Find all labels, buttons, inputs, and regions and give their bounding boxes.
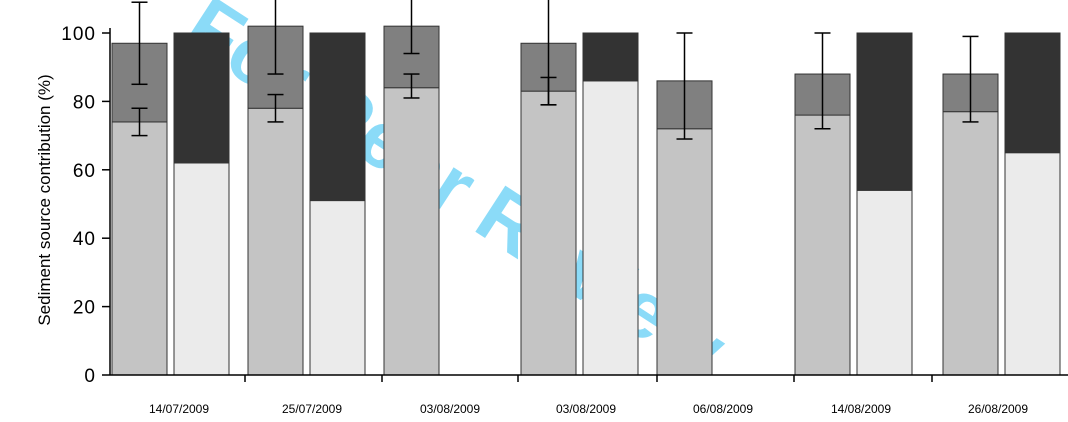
y-tick-label: 20 — [73, 298, 96, 319]
y-tick-label: 80 — [73, 92, 96, 113]
bars — [111, 25, 1061, 376]
bar-3-a-lower — [383, 87, 440, 376]
bar-4-b-lower — [582, 80, 639, 376]
bar-4-a-lower — [520, 90, 577, 376]
y-axis-label: Sediment source contribution (%) — [35, 74, 54, 325]
bar-2-b-lower — [309, 200, 366, 376]
x-tick-label: 06/08/2009 — [693, 402, 753, 416]
bar-1-a-lower — [111, 121, 168, 376]
x-tick-label: 14/08/2009 — [831, 402, 891, 416]
bar-2-b-upper — [309, 32, 366, 202]
bar-1-b-lower — [173, 162, 230, 376]
y-tick-label: 0 — [84, 366, 96, 387]
x-tick-label: 03/08/2009 — [556, 402, 616, 416]
y-tick-label: 60 — [73, 161, 96, 182]
bar-7-b-upper — [1004, 32, 1061, 154]
y-tick-label: 100 — [61, 24, 96, 45]
bar-7-b-lower — [1004, 152, 1061, 376]
bar-1-b-upper — [173, 32, 230, 164]
y-tick-label: 40 — [73, 229, 96, 250]
x-tick-label: 03/08/2009 — [420, 402, 480, 416]
bar-5-a-lower — [656, 128, 713, 376]
bar-4-b-upper — [582, 32, 639, 82]
bar-6-a-lower — [794, 114, 851, 376]
axes: Sediment source contribution (%) 0 20 40 60… — [35, 24, 1068, 416]
x-tick-label: 26/08/2009 — [968, 402, 1028, 416]
bar-7-a-lower — [942, 111, 999, 376]
x-tick-label: 14/07/2009 — [149, 402, 209, 416]
bar-2-a-lower — [247, 107, 304, 376]
bar-6-b-lower — [856, 189, 913, 376]
error-bars — [131, 0, 979, 140]
x-tick-label: 25/07/2009 — [282, 402, 342, 416]
bar-6-b-upper — [856, 32, 913, 191]
